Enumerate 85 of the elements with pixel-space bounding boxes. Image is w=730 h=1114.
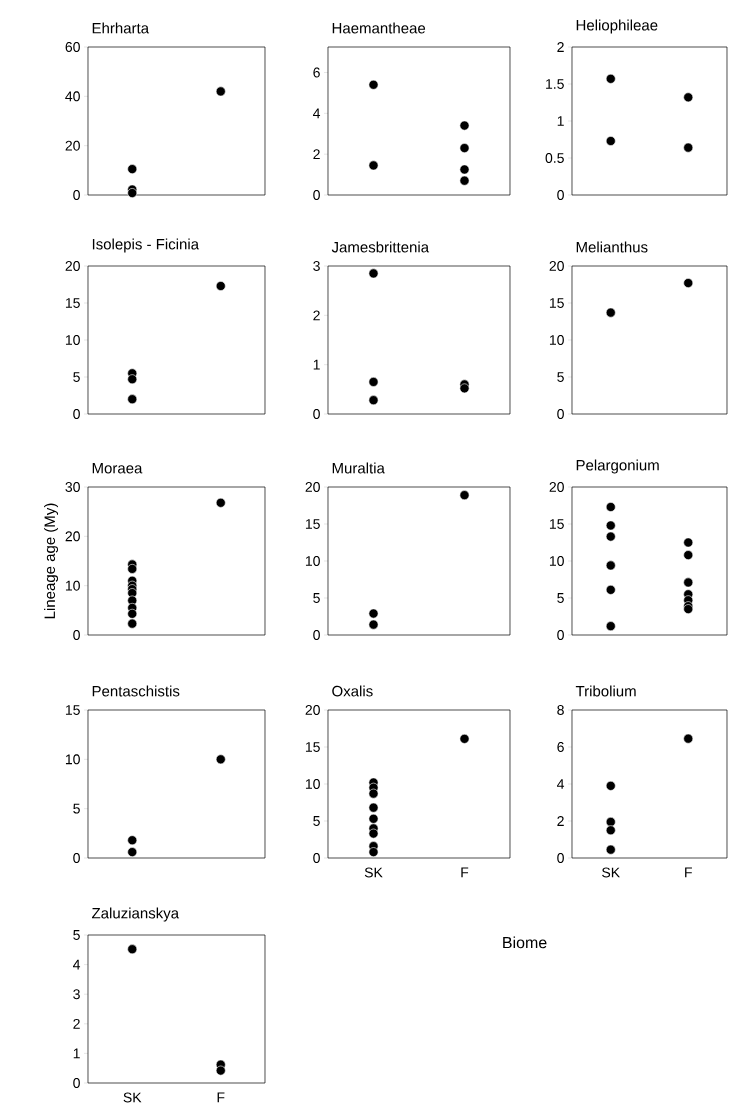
x-tick-label: SK (364, 867, 383, 878)
point (127, 608, 138, 619)
y-tick-label: 3 (313, 261, 320, 271)
x-tick-label: SK (602, 867, 620, 878)
chart-title: Pentaschistis (92, 685, 180, 697)
y-tick-label: 2 (557, 42, 564, 52)
y-tick-label: 10 (65, 335, 80, 345)
y-tick-label: 10 (65, 754, 80, 765)
y-axis-title: Lineage age (My) (44, 503, 59, 619)
y-tick-label: 2 (557, 816, 564, 826)
y-tick-label: 2 (73, 1018, 80, 1029)
y-tick-label: 20 (65, 261, 80, 271)
y-tick-label: 4 (312, 108, 321, 119)
y-tick-label: 5 (73, 372, 80, 382)
y-tick-label: 4 (72, 959, 81, 970)
point (127, 564, 138, 574)
y-tick-label: 0 (73, 409, 80, 419)
y-tick-label: 10 (549, 335, 564, 345)
y-tick-label: 10 (305, 556, 320, 566)
y-tick-label: 1 (313, 359, 320, 370)
y-tick-label: 20 (549, 261, 564, 271)
y-tick-label: 0 (73, 630, 80, 640)
y-tick-label: 0 (313, 630, 320, 640)
y-tick-label: 5 (313, 593, 320, 603)
y-tick-label: 20 (65, 140, 80, 151)
y-tick-label: 5 (73, 930, 80, 940)
chart-title: Heliophileae (576, 19, 658, 34)
chart-title: Melianthus (576, 241, 648, 253)
y-tick-label: 20 (305, 705, 320, 715)
y-tick-label: 10 (549, 556, 564, 566)
chart-title: Oxalis (332, 685, 373, 697)
y-tick-label: 20 (65, 531, 80, 542)
y-tick-label: 30 (65, 482, 80, 492)
y-tick-label: 15 (305, 519, 320, 529)
chart-title: Pelargonium (576, 459, 659, 474)
y-tick-label: 15 (305, 742, 320, 752)
y-tick-label: 0 (557, 409, 564, 419)
y-tick-label: 10 (305, 779, 320, 789)
y-tick-label: 0 (557, 190, 564, 200)
chart-title: Moraea (92, 463, 143, 474)
x-tick-label: F (217, 1092, 225, 1103)
y-tick-label: 40 (65, 91, 80, 102)
chart-title: Muraltia (332, 462, 385, 474)
y-tick-label: 0 (313, 190, 320, 200)
x-axis-title: Biome (503, 936, 547, 949)
x-tick-label: F (461, 867, 469, 878)
chart-title: Zaluzianskya (92, 907, 180, 922)
chart-title: Haemantheae (332, 22, 426, 34)
y-tick-label: 0 (73, 1078, 80, 1088)
y-tick-label: 2 (313, 310, 320, 321)
y-tick-label: 15 (549, 298, 564, 308)
chart-title: Ehrharta (92, 22, 150, 34)
y-tick-label: 15 (65, 705, 80, 715)
y-tick-label: 10 (65, 580, 80, 591)
y-tick-label: 5 (557, 372, 564, 382)
y-tick-label: 2 (313, 149, 320, 160)
y-tick-label: 5 (73, 803, 80, 814)
y-tick-label: 1.5 (546, 79, 564, 89)
y-tick-label: 5 (313, 816, 320, 826)
y-tick-label: 0 (557, 630, 564, 640)
y-tick-label: 8 (557, 705, 564, 715)
y-tick-label: 20 (305, 482, 320, 492)
y-tick-label: 0 (313, 853, 320, 863)
y-tick-label: 20 (549, 482, 564, 492)
chart-title: Jamesbrittenia (331, 241, 430, 253)
y-tick-label: 15 (65, 298, 80, 308)
y-tick-label: 0 (73, 853, 80, 863)
y-tick-label: 3 (73, 989, 80, 1000)
y-tick-label: 1 (73, 1048, 80, 1059)
y-tick-label: 6 (313, 67, 320, 78)
y-tick-label: 0 (313, 409, 320, 419)
y-tick-label: 4 (556, 779, 565, 789)
chart-title: Isolepis - Ficinia (92, 238, 200, 253)
x-tick-label: F (685, 867, 692, 878)
y-tick-label: 15 (549, 519, 564, 529)
y-tick-label: 60 (65, 42, 80, 52)
x-tick-label: SK (123, 1092, 142, 1103)
point (127, 618, 138, 629)
y-tick-label: 0.5 (545, 153, 564, 163)
y-tick-label: 0 (73, 190, 80, 200)
y-tick-label: 1 (557, 116, 564, 126)
y-tick-label: 0 (557, 853, 564, 863)
y-tick-label: 5 (557, 593, 564, 603)
chart-title: Tribolium (575, 685, 636, 697)
y-tick-label: 6 (557, 742, 564, 752)
